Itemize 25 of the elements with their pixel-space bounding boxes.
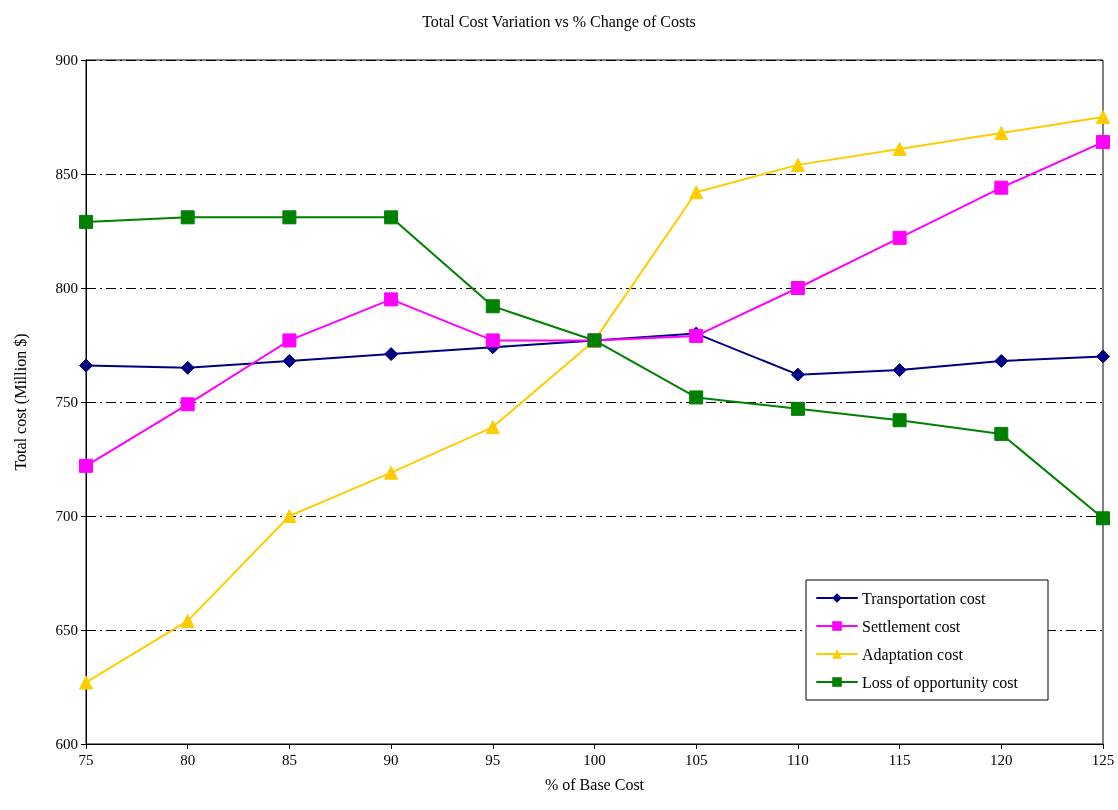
x-tick-label: 105	[684, 751, 708, 768]
y-tick-label: 600	[55, 736, 78, 752]
y-tick-label: 900	[55, 52, 78, 68]
x-tick-label: 125	[1091, 751, 1115, 768]
x-tick-label: 115	[888, 751, 911, 768]
y-tick-label: 850	[55, 166, 78, 182]
x-tick-label: 80	[180, 751, 196, 768]
x-tick-label: 85	[281, 751, 297, 768]
y-tick-label: 800	[55, 280, 78, 296]
x-tick-label: 75	[78, 751, 94, 768]
y-tick-label: 750	[55, 394, 78, 410]
x-tick-label: 90	[383, 751, 399, 768]
x-tick-label: 100	[583, 751, 606, 768]
legend-label: Settlement cost	[862, 617, 961, 635]
x-tick-label: 120	[990, 751, 1013, 768]
x-tick-label: 95	[485, 751, 501, 768]
legend-label: Loss of opportunity cost	[862, 673, 1019, 692]
legend-label: Adaptation cost	[862, 645, 964, 664]
x-axis-title: % of Base Cost	[544, 775, 645, 793]
y-tick-label: 700	[55, 508, 78, 524]
y-axis-title: Total cost (Million $)	[11, 333, 30, 471]
legend-label: Transportation cost	[862, 589, 986, 608]
x-tick-label: 110	[786, 751, 809, 768]
y-tick-label: 650	[55, 622, 78, 638]
chart-title: Total Cost Variation vs % Change of Costs	[422, 12, 696, 31]
